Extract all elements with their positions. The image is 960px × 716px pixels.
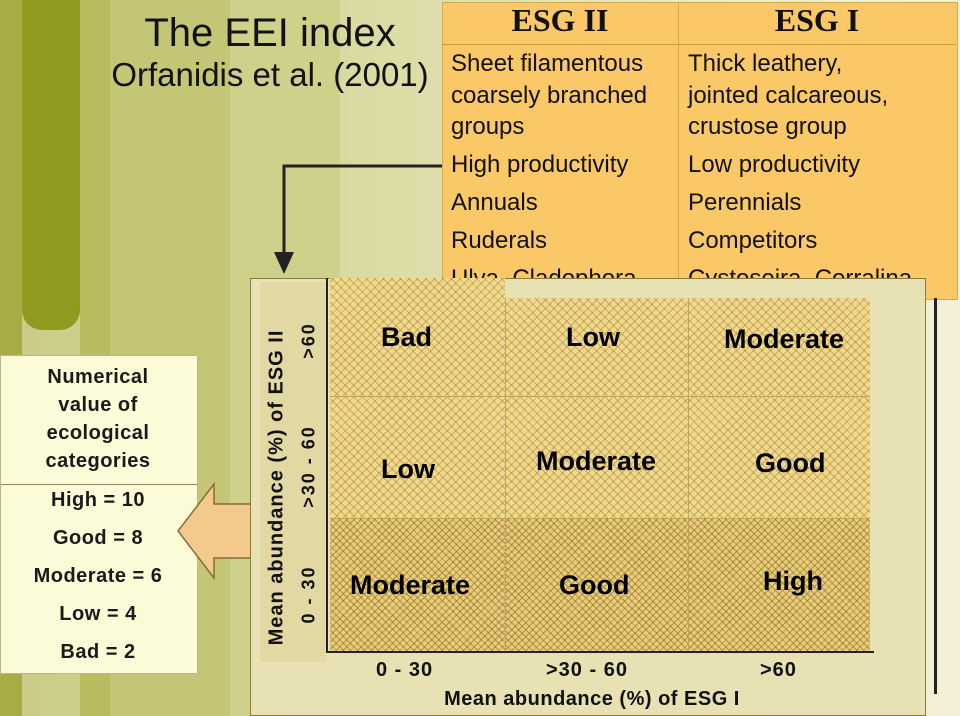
esg2-line: Annuals: [451, 189, 538, 216]
grid-line: [330, 396, 870, 397]
esg2-header-panel: [442, 2, 680, 300]
y-axis-line: [326, 278, 328, 652]
esg1-line: crustose group: [688, 113, 847, 140]
legend-value: Low = 4: [59, 603, 137, 625]
right-bracket-line: [934, 298, 937, 694]
esg2-line: High productivity: [451, 151, 629, 178]
y-tick-label: >30 - 60: [298, 425, 319, 508]
grid-line: [505, 298, 506, 652]
legend-value: Moderate = 6: [33, 565, 163, 587]
esg2-line: Sheet filamentous: [451, 50, 644, 77]
cell-label: High: [763, 566, 823, 596]
grid-line: [688, 298, 689, 652]
esg1-line: Competitors: [688, 227, 818, 254]
legend-divider: [1, 484, 197, 485]
header-divider: [442, 44, 956, 45]
esg2-line: groups: [451, 113, 525, 140]
cell-label: Moderate: [350, 570, 471, 600]
esg1-header-panel: [678, 2, 958, 300]
matrix-cell: [688, 298, 870, 396]
x-axis-label: Mean abundance (%) of ESG I: [444, 688, 740, 710]
cell-label: Good: [755, 448, 826, 478]
cell-label: Bad: [381, 322, 433, 352]
cell-label: Low: [566, 322, 620, 352]
matrix-cell: [330, 396, 505, 518]
esg2-line: coarsely branched: [451, 82, 648, 109]
matrix-cell: [505, 518, 688, 652]
legend-value: High = 10: [51, 489, 145, 511]
legend-heading-line: ecological: [46, 422, 150, 444]
matrix-cell: [330, 278, 505, 396]
bg-stripe-olive: [22, 0, 80, 330]
matrix-cell: [505, 396, 688, 518]
title-line-2: Orfanidis et al. (2001): [111, 56, 429, 93]
esg2-line: Ruderals: [451, 227, 548, 254]
cell-label: Moderate: [724, 324, 845, 354]
grid-line: [330, 518, 870, 519]
legend-value: Good = 8: [52, 527, 144, 549]
matrix-cell: [505, 298, 688, 396]
matrix-cell: [330, 518, 505, 652]
cell-label: Moderate: [536, 446, 657, 476]
esg1-line: Perennials: [688, 189, 802, 216]
legend-heading-line: value of: [58, 394, 138, 416]
y-axis-label: Mean abundance (%) of ESG II: [265, 329, 288, 646]
esg1-line: Thick leathery,: [688, 50, 843, 77]
matrix-cell: [688, 396, 870, 518]
esg1-line: Low productivity: [688, 151, 861, 178]
legend-heading-line: Numerical: [47, 366, 149, 388]
esg1-line: jointed calcareous,: [688, 82, 889, 109]
title-line-1: The EEI index: [144, 11, 396, 55]
x-tick-label: >60: [760, 659, 797, 681]
x-tick-label: >30 - 60: [546, 659, 628, 681]
esg2-heading: ESG II: [511, 2, 609, 38]
y-tick-label: 0 - 30: [298, 565, 319, 624]
x-axis-line: [326, 651, 874, 653]
matrix-cell: [688, 518, 870, 652]
x-tick-label: 0 - 30: [376, 659, 434, 681]
esg1-heading: ESG I: [774, 2, 860, 38]
legend-heading-line: categories: [45, 450, 151, 472]
y-axis-band: [260, 282, 326, 662]
cell-label: Good: [559, 570, 630, 600]
legend-value: Bad = 2: [60, 641, 136, 663]
cell-label: Low: [381, 454, 435, 484]
y-tick-label: >60: [298, 322, 319, 359]
page-title: The EEI index Orfanidis et al. (2001): [90, 10, 450, 94]
connector-arrow: [274, 164, 442, 274]
